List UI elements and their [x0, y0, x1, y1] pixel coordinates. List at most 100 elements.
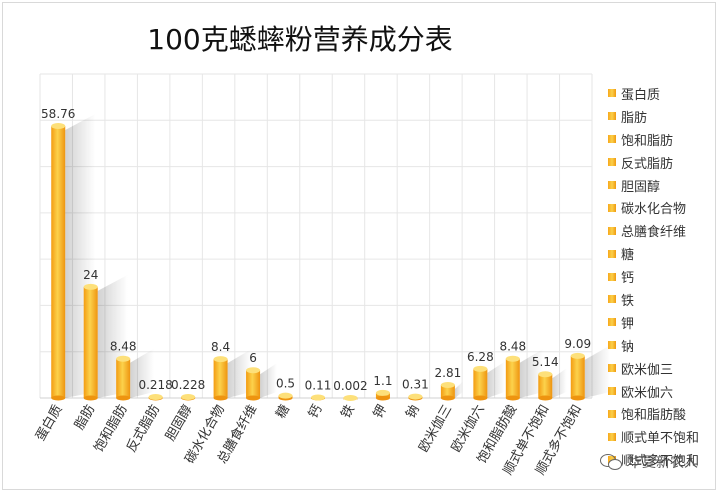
bar-top-cap: [343, 394, 358, 401]
data-label: 8.48: [499, 340, 526, 354]
bar-top-cap: [278, 392, 293, 399]
legend-item: 钙: [608, 265, 716, 288]
watermark-text: 华夏新农人: [628, 455, 698, 471]
bar-top-cap: [570, 352, 585, 359]
legend-label: 铁: [621, 293, 635, 309]
legend-swatch: [608, 364, 616, 373]
legend-item: 反式脂肪: [608, 151, 716, 174]
bar-shadow: [227, 349, 251, 398]
x-tick-label: 钾: [371, 403, 390, 422]
bar-top-cap: [408, 393, 423, 400]
bar-top-cap: [473, 365, 488, 372]
legend-swatch: [608, 135, 616, 144]
bar: [505, 358, 520, 398]
bar-base-cap: [375, 395, 390, 401]
data-label: 2.81: [435, 366, 462, 380]
chart-title: 100克蟋蟀粉营养成分表: [147, 23, 453, 56]
bar: [440, 384, 455, 398]
bar-top-cap: [148, 393, 163, 400]
x-tick-label: 铁: [338, 403, 357, 422]
legend-label: 欧米伽三: [621, 362, 674, 378]
bar-base-cap: [83, 395, 98, 401]
legend-item: 饱和脂肪酸: [608, 402, 716, 425]
legend-label: 脂肪: [621, 110, 648, 126]
bar-top-cap: [51, 123, 66, 130]
legend-label: 钾: [621, 316, 635, 332]
wechat-icon: [600, 454, 622, 470]
data-label: 0.228: [171, 378, 205, 392]
legend-item: 铁: [608, 288, 716, 311]
bar: [246, 370, 261, 398]
bar: [213, 359, 228, 398]
legend-swatch: [608, 387, 616, 396]
data-label: 0.002: [333, 379, 367, 393]
legend-label: 饱和脂肪: [621, 133, 674, 149]
legend-item: 胆固醇: [608, 174, 716, 197]
bar-shadow: [487, 361, 505, 398]
x-tick-label: 钙: [306, 403, 325, 422]
bar-base-cap: [213, 395, 228, 401]
legend-item: 碳水化合物: [608, 196, 716, 219]
bar-base-cap: [116, 395, 131, 401]
x-tick-label: 脂肪: [71, 402, 98, 433]
bar-top-cap: [116, 355, 131, 362]
legend-label: 顺式多不饱和: [621, 454, 700, 470]
bar-shadow: [130, 348, 154, 398]
legend-swatch: [608, 318, 616, 327]
bar-base-cap: [246, 395, 261, 401]
bar-top-cap: [505, 355, 520, 362]
legend: 蛋白质 脂肪 饱和脂肪 反式脂肪 胆固醇 碳水化合物 总膳食纤维糖钙铁钾钠欧米伽三 欧米伽六饱…: [608, 82, 716, 471]
x-tick-label: 胆固醇: [162, 402, 195, 444]
bar-shadow: [454, 381, 463, 398]
legend-item: 钾: [608, 311, 716, 334]
legend-item: 顺式单不饱和: [608, 425, 716, 448]
bar-top-cap: [246, 367, 261, 374]
bar-top-cap: [213, 356, 228, 363]
bar-base-cap: [538, 395, 553, 401]
bar-base-cap: [51, 395, 66, 401]
bar-shadow: [584, 345, 611, 398]
x-tick-label: 蛋白质: [32, 402, 65, 444]
data-label: 0.31: [402, 378, 429, 392]
data-label: 8.4: [211, 340, 230, 354]
bar-top-cap: [181, 393, 196, 400]
bar-top-cap: [440, 381, 455, 388]
legend-label: 顺式单不饱和: [621, 431, 700, 447]
chart-frame: [2, 2, 716, 490]
legend-swatch: [608, 341, 616, 350]
bar-base-cap: [440, 395, 455, 401]
bar: [83, 286, 98, 398]
data-label: 6.28: [467, 350, 494, 364]
bar-top-cap: [538, 371, 553, 378]
legend-swatch: [608, 226, 616, 235]
legend-item: 饱和脂肪: [608, 128, 716, 151]
bar: [116, 358, 131, 398]
bar-top-cap: [83, 283, 98, 290]
x-tick-label: 糖: [273, 402, 293, 421]
legend-item: 钠: [608, 334, 716, 357]
bar-base-cap: [473, 395, 488, 401]
legend-label: 饱和脂肪酸: [621, 408, 687, 424]
bar-shadow: [519, 348, 544, 398]
bar-shadow: [552, 368, 567, 398]
legend-swatch: [608, 295, 616, 304]
data-label: 1.1: [373, 374, 392, 388]
data-label: 24: [83, 268, 98, 282]
legend-item: 欧米伽六: [608, 380, 716, 403]
legend-item: 脂肪: [608, 105, 716, 128]
bar: [473, 368, 488, 398]
legend-label: 钠: [621, 339, 635, 355]
data-label: 0.218: [138, 378, 172, 392]
legend-label: 糖: [621, 248, 635, 264]
data-label: 0.5: [276, 377, 295, 391]
data-label: 0.11: [305, 378, 332, 392]
legend-swatch: [608, 181, 616, 189]
x-tick-label: 钠: [403, 403, 422, 422]
bar-top-cap: [375, 389, 390, 396]
bar: [570, 355, 585, 398]
legend-swatch: [608, 409, 616, 418]
legend-item: 蛋白质: [608, 82, 716, 105]
legend-label: 碳水化合物: [621, 202, 687, 218]
data-label: 5.14: [532, 355, 559, 369]
